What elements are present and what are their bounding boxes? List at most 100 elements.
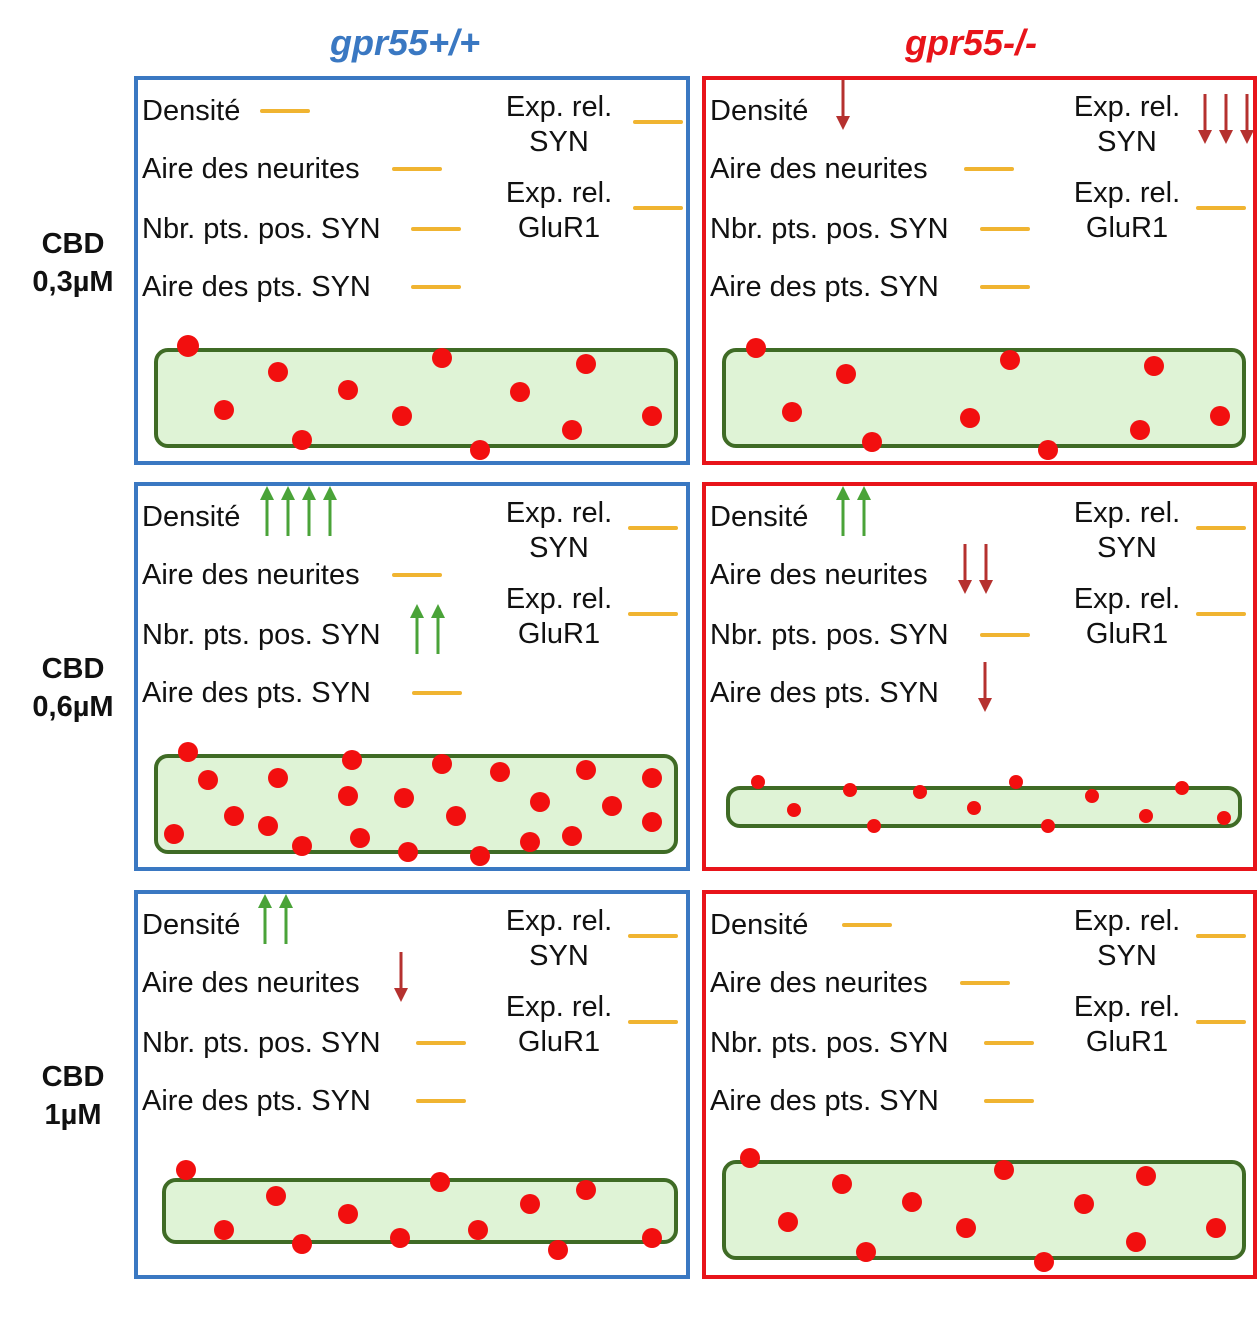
exp-rel-exp-syn: Exp. rel. SYN	[494, 90, 624, 160]
label-syn-count: Nbr. pts. pos. SYN	[142, 619, 381, 651]
exp-syn-indicator	[1196, 94, 1257, 149]
synaptic-punctum	[338, 1204, 358, 1224]
down-arrow-icon	[979, 544, 993, 594]
down-arrows-icon	[978, 662, 992, 712]
row-label-0-line1: CBD	[41, 228, 105, 260]
label-syn-area: Aire des pts. SYN	[710, 271, 939, 303]
synaptic-punctum	[967, 801, 981, 815]
synaptic-punctum	[1175, 781, 1189, 795]
neurite-segment	[726, 786, 1242, 828]
density-indicator	[260, 109, 310, 113]
density-neutral-dash	[842, 923, 892, 927]
exp-glur1-neutral-dash	[628, 612, 678, 616]
synaptic-punctum	[548, 1240, 568, 1260]
synaptic-punctum	[1144, 356, 1164, 376]
exp-syn-neutral-dash	[633, 120, 683, 124]
neurite-segment	[722, 1160, 1246, 1260]
exp-syn-indicator	[1196, 934, 1246, 938]
up-arrows-icon	[410, 604, 445, 654]
label-syn-count: Nbr. pts. pos. SYN	[710, 213, 949, 245]
exp-rel-exp-syn: Exp. rel. SYN	[1062, 904, 1192, 974]
label-syn-count: Nbr. pts. pos. SYN	[142, 213, 381, 245]
synaptic-punctum	[224, 806, 244, 826]
synaptic-punctum	[960, 408, 980, 428]
synaptic-punctum	[1126, 1232, 1146, 1252]
synaptic-punctum	[787, 803, 801, 817]
neurite-segment	[154, 754, 678, 854]
synaptic-punctum	[520, 1194, 540, 1214]
neurite-area-indicator	[392, 573, 442, 577]
synaptic-punctum	[1000, 350, 1020, 370]
syn-area-indicator	[976, 662, 997, 717]
neurite-area-indicator	[956, 544, 998, 599]
synaptic-punctum	[1210, 406, 1230, 426]
synaptic-punctum	[956, 1218, 976, 1238]
exp-glur1-indicator	[628, 612, 678, 616]
up-arrow-icon	[279, 894, 293, 944]
synaptic-punctum	[214, 1220, 234, 1240]
exp-rel-exp-syn: Exp. rel. SYN	[1062, 90, 1192, 160]
synaptic-punctum	[446, 806, 466, 826]
exp-rel-label-line1: Exp. rel.	[1073, 991, 1181, 1023]
exp-glur1-indicator	[1196, 612, 1246, 616]
synaptic-punctum	[394, 788, 414, 808]
label-density: Densité	[710, 501, 809, 533]
synaptic-punctum	[856, 1242, 876, 1262]
neurite-area-indicator	[964, 167, 1014, 171]
exp-rel-label-line1: Exp. rel.	[505, 991, 613, 1023]
synaptic-punctum	[390, 1228, 410, 1248]
label-syn-area: Aire des pts. SYN	[142, 1085, 371, 1117]
density-indicator	[834, 486, 876, 541]
synaptic-punctum	[510, 382, 530, 402]
down-arrow-icon	[958, 544, 972, 594]
label-syn-area: Aire des pts. SYN	[142, 271, 371, 303]
down-arrows-icon	[394, 952, 408, 1002]
neurite-segment	[154, 348, 678, 448]
synaptic-punctum	[432, 754, 452, 774]
synaptic-punctum	[576, 1180, 596, 1200]
exp-syn-neutral-dash	[628, 934, 678, 938]
synaptic-punctum	[164, 824, 184, 844]
neurite-segment	[162, 1178, 678, 1244]
label-syn-area: Aire des pts. SYN	[142, 677, 371, 709]
synaptic-punctum	[177, 335, 199, 357]
syn-area-neutral-dash	[411, 285, 461, 289]
up-arrow-icon	[260, 486, 274, 536]
label-syn-count: Nbr. pts. pos. SYN	[142, 1027, 381, 1059]
neurite-area-indicator	[392, 952, 413, 1007]
synaptic-punctum	[490, 762, 510, 782]
synaptic-punctum	[642, 812, 662, 832]
synaptic-punctum	[843, 783, 857, 797]
synaptic-punctum	[1034, 1252, 1054, 1272]
syn-count-indicator	[408, 604, 450, 659]
exp-rel-exp-glur1: Exp. rel. GluR1	[1062, 582, 1192, 652]
syn-count-neutral-dash	[980, 227, 1030, 231]
up-arrow-icon	[302, 486, 316, 536]
synaptic-punctum	[994, 1160, 1014, 1180]
synaptic-punctum	[198, 770, 218, 790]
syn-area-indicator	[980, 285, 1030, 289]
up-arrows-icon	[260, 486, 337, 536]
row-label-0-line2: 0,3µM	[32, 266, 114, 298]
syn-area-neutral-dash	[412, 691, 462, 695]
down-arrows-icon	[958, 544, 993, 594]
up-arrows-icon	[258, 894, 293, 944]
label-density: Densité	[142, 909, 241, 941]
row-label-2-line2: 1µM	[44, 1099, 102, 1131]
exp-rel-exp-syn: Exp. rel. SYN	[494, 904, 624, 974]
neurite-area-indicator	[960, 981, 1010, 985]
exp-rel-label-line2: GluR1	[517, 1026, 601, 1058]
exp-glur1-neutral-dash	[633, 206, 683, 210]
synaptic-punctum	[350, 828, 370, 848]
syn-area-neutral-dash	[416, 1099, 466, 1103]
label-density: Densité	[710, 95, 809, 127]
synaptic-punctum	[642, 768, 662, 788]
row-label-1: CBD 0,6µM	[18, 650, 128, 726]
panel-3: Densité Aire des neurites Nbr. pts. pos. S…	[702, 482, 1257, 871]
exp-glur1-indicator	[1196, 206, 1246, 210]
down-arrow-icon	[394, 952, 408, 1002]
syn-count-neutral-dash	[411, 227, 461, 231]
synaptic-punctum	[1136, 1166, 1156, 1186]
synaptic-punctum	[268, 768, 288, 788]
exp-syn-indicator	[628, 934, 678, 938]
